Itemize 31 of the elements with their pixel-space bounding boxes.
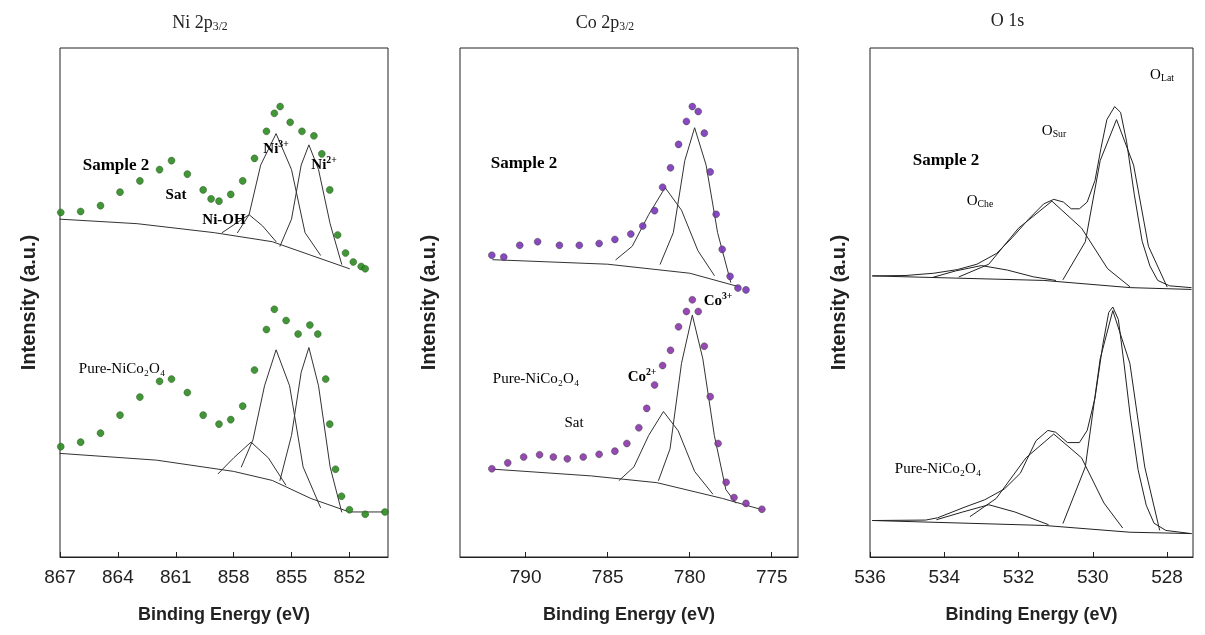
x-tick-label: 532	[1002, 566, 1035, 587]
x-tick-label: 785	[591, 566, 624, 587]
x-axis-title: Binding Energy (eV)	[137, 604, 311, 624]
x-tick-label: 852	[333, 566, 366, 587]
y-axis-title: Intensity (a.u.)	[827, 234, 849, 371]
x-tick-label: 775	[755, 566, 788, 587]
y-axis-title: Intensity (a.u.)	[417, 234, 439, 371]
x-tick-label: 858	[217, 566, 250, 587]
y-axis-title: Intensity (a.u.)	[17, 234, 39, 371]
x-tick-label: 530	[1076, 566, 1109, 587]
x-tick-label: 864	[102, 566, 135, 587]
x-tick-label: 861	[159, 566, 192, 587]
annotation: Pure-NiCo₂O₄	[492, 370, 580, 386]
annotation: Sample 2	[490, 152, 558, 172]
annotation: Sat	[564, 414, 585, 430]
x-axis-title: Binding Energy (eV)	[945, 604, 1118, 624]
x-tick-label: 536	[854, 566, 886, 587]
annotation: Pure-NiCo₂O₄	[78, 360, 166, 376]
annotation: Sample 2	[912, 149, 980, 169]
x-tick-label: 867	[44, 566, 76, 587]
x-tick-label: 528	[1151, 566, 1183, 587]
x-tick-label: 534	[928, 566, 961, 587]
x-tick-label: 855	[275, 566, 308, 587]
x-axis-title: Binding Energy (eV)	[542, 604, 716, 624]
x-tick-label: 780	[673, 566, 706, 587]
annotation: Pure-NiCo₂O₄	[894, 460, 982, 476]
chart-title: O 1s	[990, 10, 1025, 30]
annotation: Sample 2	[82, 154, 150, 174]
x-tick-label: 790	[509, 566, 542, 587]
annotation: Sat	[165, 186, 187, 202]
annotation: Ni-OH	[202, 211, 246, 227]
